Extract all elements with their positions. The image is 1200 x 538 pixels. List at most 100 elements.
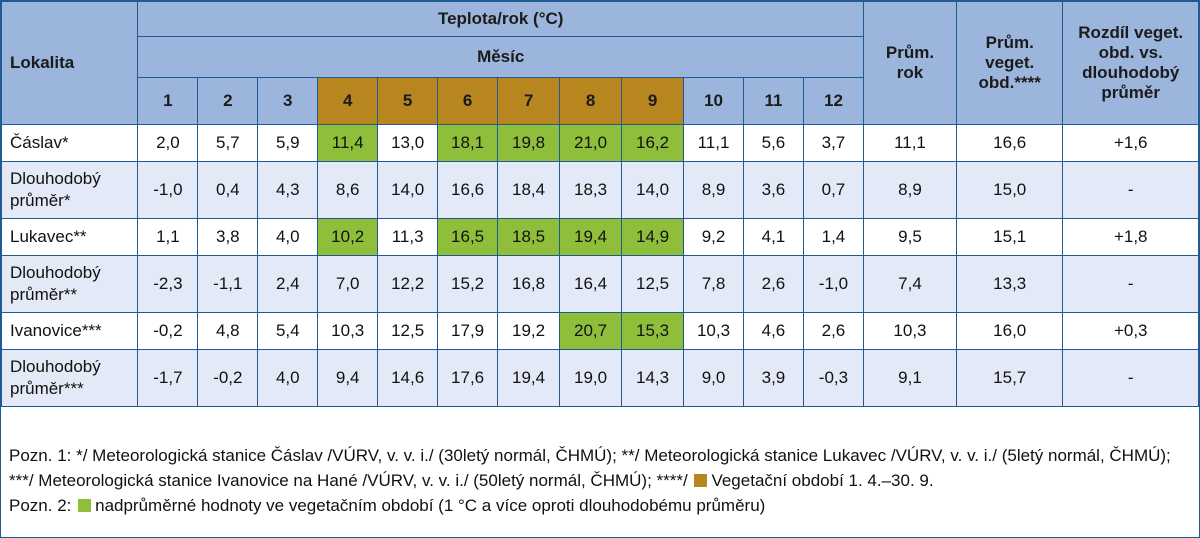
header-subtitle: Měsíc — [137, 36, 864, 78]
table-cell: 4,8 — [197, 312, 259, 350]
table-cell: 18,4 — [497, 161, 561, 219]
table-row-ivanovice: Ivanovice*** -0,2 4,8 5,4 10,3 12,5 17,9… — [0, 312, 1199, 350]
header-prum-rok-line1: Prům. — [885, 43, 935, 62]
row-label: Lukavec** — [0, 218, 139, 256]
table-cell: 3,8 — [197, 218, 259, 256]
table-cell: 17,6 — [437, 349, 499, 407]
table-cell: 5,9 — [257, 124, 319, 162]
table-cell: 4,0 — [257, 349, 319, 407]
header-rozdil-line3: dlouhodobý — [1082, 63, 1180, 82]
header-title: Teplota/rok (°C) — [137, 1, 864, 37]
note-2-prefix: Pozn. 2: — [9, 496, 72, 515]
table-cell: 8,9 — [683, 161, 744, 219]
table-cell-highlight: 19,8 — [497, 124, 561, 162]
table-cell: 2,0 — [137, 124, 199, 162]
table-cell: 2,6 — [802, 312, 864, 350]
table-cell: 4,0 — [257, 218, 319, 256]
note-1-text: Pozn. 1: */ Meteorologická stanice Čásla… — [9, 446, 1171, 490]
row-label: Ivanovice*** — [0, 312, 139, 350]
row-label-line2: průměr** — [10, 285, 78, 304]
row-label-line2: průměr* — [10, 191, 71, 210]
table-cell: -1,0 — [137, 161, 199, 219]
table-cell: 9,4 — [317, 349, 379, 407]
header-prum-veg-line1: Prům. — [985, 33, 1034, 52]
row-label-line1: Dlouhodobý — [10, 263, 101, 282]
table-cell: 14,0 — [621, 161, 685, 219]
table-cell-highlight: 20,7 — [559, 312, 623, 350]
table-cell: 2,6 — [742, 255, 804, 313]
table-cell: 3,6 — [742, 161, 804, 219]
table-cell: 11,1 — [683, 124, 744, 162]
vegetation-period-swatch-icon — [694, 474, 708, 487]
table-cell: 1,1 — [137, 218, 199, 256]
table-cell: 14,0 — [377, 161, 439, 219]
table-cell: 10,3 — [317, 312, 379, 350]
header-month: 10 — [683, 77, 744, 125]
header-rozdil-line4: průměr — [1101, 83, 1160, 102]
table-cell-prum-veg: 15,7 — [955, 349, 1064, 407]
table-row-ivanovice-average: Dlouhodobý průměr*** -1,7 -0,2 4,0 9,4 1… — [0, 349, 1199, 407]
table-cell: 12,2 — [377, 255, 439, 313]
table-cell: 16,4 — [559, 255, 623, 313]
table-cell: 12,5 — [621, 255, 685, 313]
table-cell: 16,8 — [497, 255, 561, 313]
header-month: 11 — [742, 77, 804, 125]
header-rozdil-line2: obd. vs. — [1098, 43, 1163, 62]
table-cell: 8,6 — [317, 161, 379, 219]
header-month-vegetation: 7 — [497, 77, 561, 125]
table-cell: 4,3 — [257, 161, 319, 219]
table-cell-rozdil: - — [1062, 255, 1199, 313]
table-cell-highlight: 19,4 — [559, 218, 623, 256]
header-prum-veg: Prům. veget. obd.**** — [955, 1, 1064, 125]
header-month: 1 — [137, 77, 199, 125]
table-cell-highlight: 15,3 — [621, 312, 685, 350]
table-cell: 4,6 — [742, 312, 804, 350]
table-cell: 18,3 — [559, 161, 623, 219]
table-cell-highlight: 21,0 — [559, 124, 623, 162]
table-cell: 9,2 — [683, 218, 744, 256]
table-cell-highlight: 16,5 — [437, 218, 499, 256]
table-cell: -1,1 — [197, 255, 259, 313]
table-cell-highlight: 16,2 — [621, 124, 685, 162]
table-cell-highlight: 14,9 — [621, 218, 685, 256]
table-row-caslav-average: Dlouhodobý průměr* -1,0 0,4 4,3 8,6 14,0… — [0, 161, 1199, 219]
table-cell: -0,2 — [197, 349, 259, 407]
header-month-vegetation: 4 — [317, 77, 379, 125]
table-cell: 3,7 — [802, 124, 864, 162]
table-cell: -0,2 — [137, 312, 199, 350]
table-cell: -0,3 — [802, 349, 864, 407]
table-cell-prum-rok: 9,1 — [862, 349, 957, 407]
note-2-legend: nadprůměrné hodnoty ve vegetačním období… — [95, 496, 766, 515]
note-1: Pozn. 1: */ Meteorologická stanice Čásla… — [9, 443, 1191, 493]
table-cell-highlight: 18,5 — [497, 218, 561, 256]
header-prum-veg-line2: veget. — [985, 53, 1035, 72]
table-cell: 16,6 — [437, 161, 499, 219]
table-cell-prum-rok: 10,3 — [862, 312, 957, 350]
table-cell: 17,9 — [437, 312, 499, 350]
table-cell: 0,4 — [197, 161, 259, 219]
table-cell-rozdil: - — [1062, 349, 1199, 407]
table-cell-prum-rok: 9,5 — [862, 218, 957, 256]
table-cell-highlight: 18,1 — [437, 124, 499, 162]
table-cell: 11,3 — [377, 218, 439, 256]
table-cell-rozdil: - — [1062, 161, 1199, 219]
table-cell: 5,6 — [742, 124, 804, 162]
table-cell: 13,0 — [377, 124, 439, 162]
table-cell-prum-veg: 15,1 — [955, 218, 1064, 256]
table-cell: 3,9 — [742, 349, 804, 407]
row-label: Dlouhodobý průměr** — [0, 255, 139, 313]
table-cell: 5,7 — [197, 124, 259, 162]
table-cell: 10,3 — [683, 312, 744, 350]
row-label: Dlouhodobý průměr* — [0, 161, 139, 219]
row-label: Dlouhodobý průměr*** — [0, 349, 139, 407]
header-prum-rok: Prům. rok — [862, 1, 957, 125]
header-rozdil: Rozdíl veget. obd. vs. dlouhodobý průměr — [1062, 1, 1199, 125]
header-rozdil-line1: Rozdíl veget. — [1078, 23, 1184, 42]
table-cell: 15,2 — [437, 255, 499, 313]
table-cell: -1,0 — [802, 255, 864, 313]
header-lokalita: Lokalita — [0, 1, 139, 125]
table-cell: -1,7 — [137, 349, 199, 407]
table-cell: -2,3 — [137, 255, 199, 313]
table-cell: 19,0 — [559, 349, 623, 407]
